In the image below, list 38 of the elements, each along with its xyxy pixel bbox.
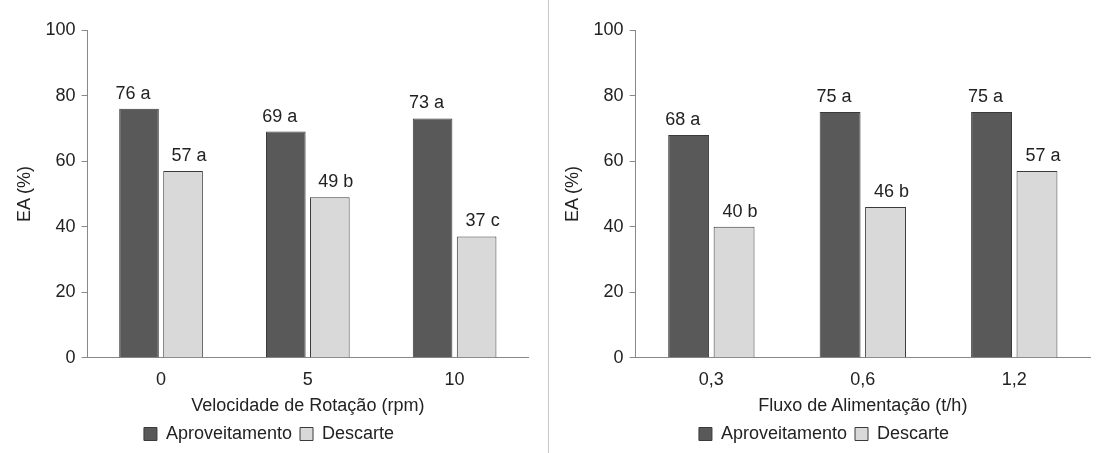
y-axis-title: EA (%) (561, 165, 582, 222)
x-tick-label: 0,6 (850, 368, 876, 389)
data-label: 76 a (115, 82, 152, 103)
data-label: 40 b (722, 200, 758, 221)
y-tick-label: 80 (603, 84, 624, 105)
data-label: 46 b (874, 180, 910, 201)
data-label: 75 a (816, 85, 853, 106)
x-tick-label: 0 (156, 368, 167, 389)
legend-label: Descarte (877, 422, 950, 443)
x-tick-label: 5 (302, 368, 313, 389)
y-tick-label: 0 (613, 346, 624, 367)
x-axis-title: Velocidade de Rotação (rpm) (191, 395, 425, 416)
y-tick-label: 20 (603, 281, 624, 302)
y-tick-label: 20 (55, 281, 76, 302)
data-label: 73 a (409, 92, 446, 113)
y-tick-label: 100 (45, 18, 76, 39)
data-label: 57 a (171, 144, 208, 165)
y-tick-label: 60 (603, 150, 624, 171)
y-axis-title: EA (%) (13, 165, 34, 222)
y-tick-label: 80 (55, 84, 76, 105)
data-label: 69 a (262, 105, 299, 126)
data-label: 75 a (968, 85, 1005, 106)
x-tick-label: 0,3 (698, 368, 724, 389)
y-tick-label: 40 (603, 215, 624, 236)
data-label: 57 a (1025, 144, 1062, 165)
x-tick-label: 10 (444, 368, 465, 389)
x-axis-title: Fluxo de Alimentação (t/h) (758, 395, 968, 416)
legend-label: Aproveitamento (165, 422, 293, 443)
y-tick-label: 100 (593, 18, 624, 39)
x-tick-label: 1,2 (1001, 368, 1027, 389)
y-tick-label: 40 (55, 215, 76, 236)
y-tick-label: 60 (55, 150, 76, 171)
legend-label: Aproveitamento (720, 422, 848, 443)
y-tick-label: 0 (65, 346, 76, 367)
data-label: 37 c (465, 210, 500, 231)
data-label: 49 b (318, 171, 354, 192)
data-label: 68 a (665, 108, 702, 129)
legend-label: Descarte (322, 422, 395, 443)
